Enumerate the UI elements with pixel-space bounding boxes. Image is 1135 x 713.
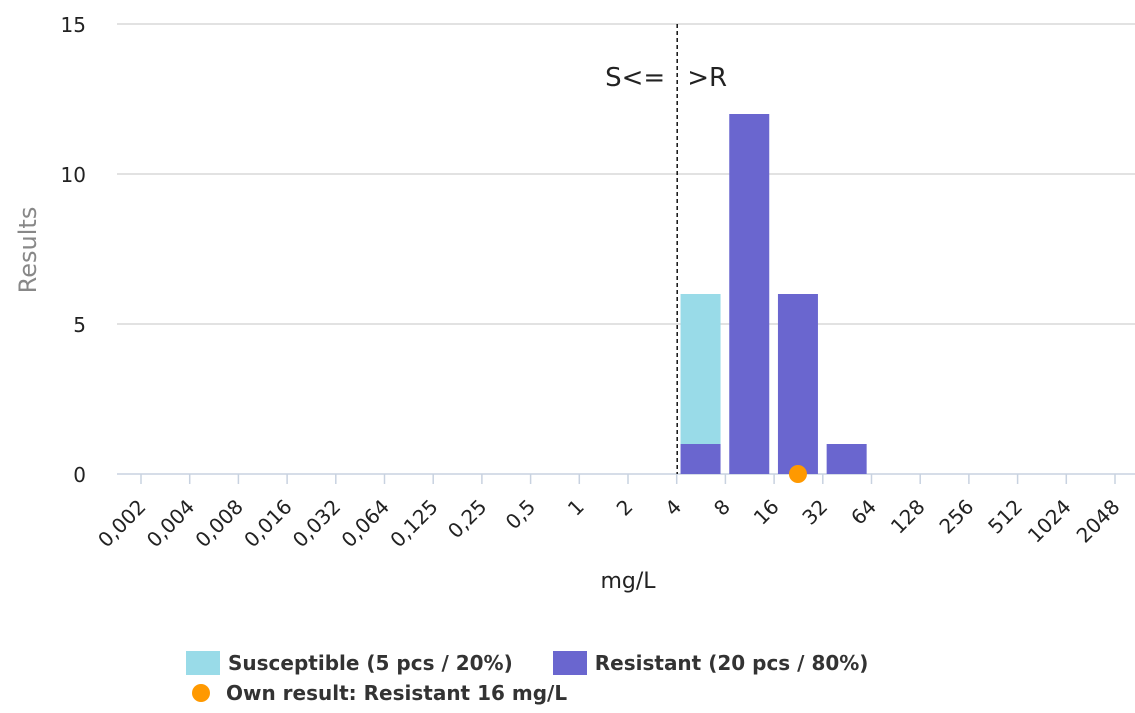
- own-result-marker: [788, 465, 807, 483]
- x-tick-label-128: 128: [886, 495, 930, 539]
- x-tick-label-64: 64: [846, 495, 881, 530]
- legend-swatch-susceptible: [186, 651, 220, 675]
- x-tick-label-0,008: 0,008: [190, 495, 247, 552]
- legend-item-resistant[interactable]: Resistant (20 pcs / 80%): [552, 651, 869, 675]
- x-tick-label-0,125: 0,125: [385, 495, 442, 552]
- grid-lines: [117, 23, 1135, 475]
- legend-swatch-resistant: [552, 651, 587, 675]
- legend-item-own-result[interactable]: Own result: Resistant 16 mg/L: [186, 681, 567, 705]
- x-tick-label-0,032: 0,032: [288, 495, 345, 552]
- legend-item-susceptible[interactable]: Susceptible (5 pcs / 20%): [186, 651, 513, 675]
- x-tick-label-2: 2: [612, 495, 638, 521]
- y-axis-label: Results: [14, 207, 42, 294]
- mic-distribution-chart: 0 5 10 15 0,0020,0040,0080,0160,0320,0640,1…: [14, 13, 1135, 594]
- legend-label-susceptible: Susceptible (5 pcs / 20%): [228, 651, 513, 675]
- x-tick-label-2048: 2048: [1072, 495, 1125, 548]
- bar-resistant-4[interactable]: [680, 444, 721, 474]
- legend: Susceptible (5 pcs / 20%) Resistant (20 …: [186, 648, 908, 708]
- y-tick-label-10: 10: [61, 163, 86, 187]
- bar-resistant-8[interactable]: [729, 114, 770, 474]
- y-tick-label-15: 15: [61, 13, 86, 37]
- y-tick-label-0: 0: [73, 463, 86, 487]
- x-tick-label-0,064: 0,064: [337, 495, 394, 552]
- x-tick-label-1: 1: [563, 495, 589, 521]
- x-tick-label-0,25: 0,25: [443, 495, 491, 543]
- x-tick-label-0,004: 0,004: [142, 495, 199, 552]
- y-tick-label-5: 5: [73, 313, 86, 337]
- x-tick-label-32: 32: [797, 495, 832, 530]
- breakpoint-label-resistant: >R: [687, 63, 727, 93]
- x-tick-label-1024: 1024: [1023, 495, 1076, 548]
- x-axis-label: mg/L: [600, 569, 656, 594]
- bar-resistant-16[interactable]: [777, 294, 818, 474]
- bar-resistant-32[interactable]: [826, 444, 867, 474]
- bars: [680, 114, 867, 474]
- own-result-point[interactable]: [788, 465, 807, 483]
- legend-label-own-result: Own result: Resistant 16 mg/L: [226, 681, 568, 705]
- x-tick-label-4: 4: [660, 495, 686, 521]
- own-result-dot-icon: [192, 684, 210, 702]
- x-tick-label-8: 8: [709, 495, 735, 521]
- x-tick-label-512: 512: [983, 495, 1027, 539]
- x-tick-label-256: 256: [934, 495, 978, 539]
- breakpoint-label-susceptible: S<=: [605, 63, 665, 93]
- legend-label-resistant: Resistant (20 pcs / 80%): [594, 651, 869, 675]
- breakpoint-annotation: S<= >R: [605, 24, 727, 474]
- x-tick-label-0,016: 0,016: [239, 495, 296, 552]
- x-tick-label-16: 16: [749, 495, 784, 530]
- x-tick-label-0,5: 0,5: [501, 495, 540, 534]
- x-tick-label-0,002: 0,002: [93, 495, 150, 552]
- bar-susceptible-4[interactable]: [680, 294, 721, 444]
- y-axis-ticks: 0 5 10 15: [61, 13, 86, 487]
